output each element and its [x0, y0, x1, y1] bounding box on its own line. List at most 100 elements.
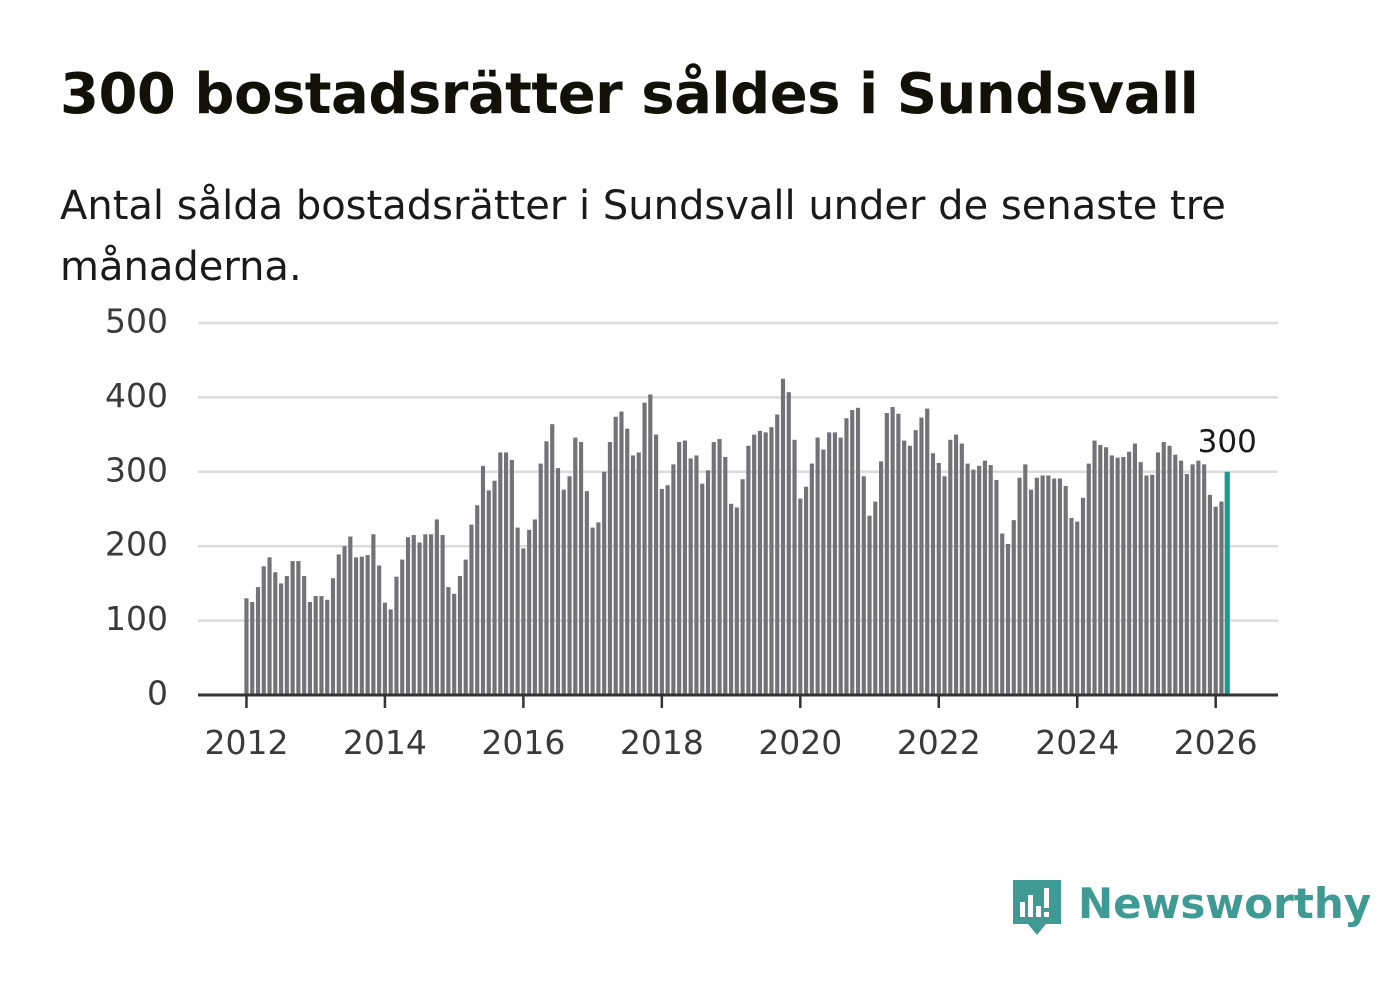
bar [544, 441, 549, 695]
x-tick-label-2016: 2016 [481, 723, 565, 762]
bar [1161, 442, 1166, 695]
bar [1213, 506, 1218, 695]
bar [1202, 464, 1207, 695]
bar [423, 534, 428, 695]
bar [907, 445, 912, 695]
y-tick-label-500: 500 [105, 302, 168, 341]
newsworthy-logo-icon [1013, 880, 1061, 935]
bar [440, 535, 445, 695]
bar [734, 507, 739, 695]
bar [296, 561, 301, 695]
bar [884, 413, 889, 695]
bar [244, 598, 249, 695]
bar [729, 503, 734, 695]
y-tick-label-300: 300 [105, 450, 168, 489]
bar [873, 501, 878, 695]
y-tick-label-200: 200 [105, 525, 168, 564]
bar [382, 602, 387, 695]
bar [1069, 517, 1074, 695]
bar [302, 575, 307, 695]
bar [284, 575, 289, 695]
bar [394, 576, 399, 695]
bar [538, 463, 543, 695]
bar [630, 455, 636, 695]
bar [463, 559, 468, 695]
bar [596, 522, 601, 695]
bar [642, 402, 647, 695]
bar [255, 587, 261, 695]
bar [377, 565, 382, 695]
bar [359, 556, 364, 695]
bar [965, 463, 970, 695]
bar [948, 439, 953, 695]
bar [417, 542, 422, 695]
bar [971, 469, 976, 695]
bar [850, 410, 855, 695]
bar-latest [1224, 471, 1230, 695]
bar [590, 527, 595, 695]
bar [486, 490, 491, 695]
bar [1029, 489, 1034, 695]
bar [1173, 454, 1178, 695]
x-tick-label-2012: 2012 [204, 723, 288, 762]
bar [1150, 474, 1155, 695]
bar [959, 443, 964, 695]
bar [550, 424, 555, 695]
bar [700, 483, 705, 695]
bar [1075, 521, 1080, 695]
bar [1167, 445, 1172, 695]
bar [740, 479, 745, 695]
newsworthy-brand[interactable]: Newsworthy [1010, 878, 1371, 942]
bar [602, 471, 607, 695]
bar [250, 602, 255, 695]
bar [1080, 497, 1086, 695]
bar [648, 394, 653, 695]
bar [1132, 443, 1137, 695]
bar [527, 529, 532, 695]
bar [1011, 520, 1016, 695]
bar [717, 439, 722, 695]
bar [267, 557, 272, 695]
bar [313, 596, 318, 695]
bar [919, 417, 924, 695]
bar [1144, 475, 1149, 695]
brand-name: Newsworthy [1078, 879, 1372, 928]
bar [261, 566, 266, 695]
bar [348, 536, 353, 695]
y-tick-label-100: 100 [105, 599, 168, 638]
bar [584, 491, 589, 695]
bar [1104, 447, 1109, 695]
bar [1190, 464, 1195, 695]
bar [411, 535, 416, 695]
bar [319, 596, 324, 695]
bar [723, 456, 728, 695]
bar [757, 430, 762, 695]
bar [1109, 455, 1114, 695]
bar [475, 505, 480, 695]
bar [798, 498, 803, 695]
bar [555, 468, 561, 695]
bar [354, 557, 359, 695]
bar [780, 378, 786, 695]
bar [746, 445, 751, 695]
bar [694, 455, 699, 695]
bar [452, 593, 457, 695]
bar [752, 434, 757, 695]
bar [711, 442, 716, 695]
bar [671, 464, 676, 695]
bar [1092, 440, 1097, 695]
bar [1063, 485, 1068, 695]
bar [1000, 533, 1005, 695]
bar [325, 599, 330, 695]
bar [504, 452, 509, 695]
labels: 0 100 200 300 400 500 300 2012 2014 2016 2018 2020 2… [105, 302, 1258, 763]
x-tick-label-2026: 2026 [1174, 723, 1258, 762]
bar [827, 432, 832, 695]
bar [786, 392, 791, 695]
bar [977, 465, 982, 695]
bar [896, 413, 901, 695]
bar [561, 489, 566, 695]
bar [1046, 475, 1051, 695]
bar [1155, 452, 1161, 695]
